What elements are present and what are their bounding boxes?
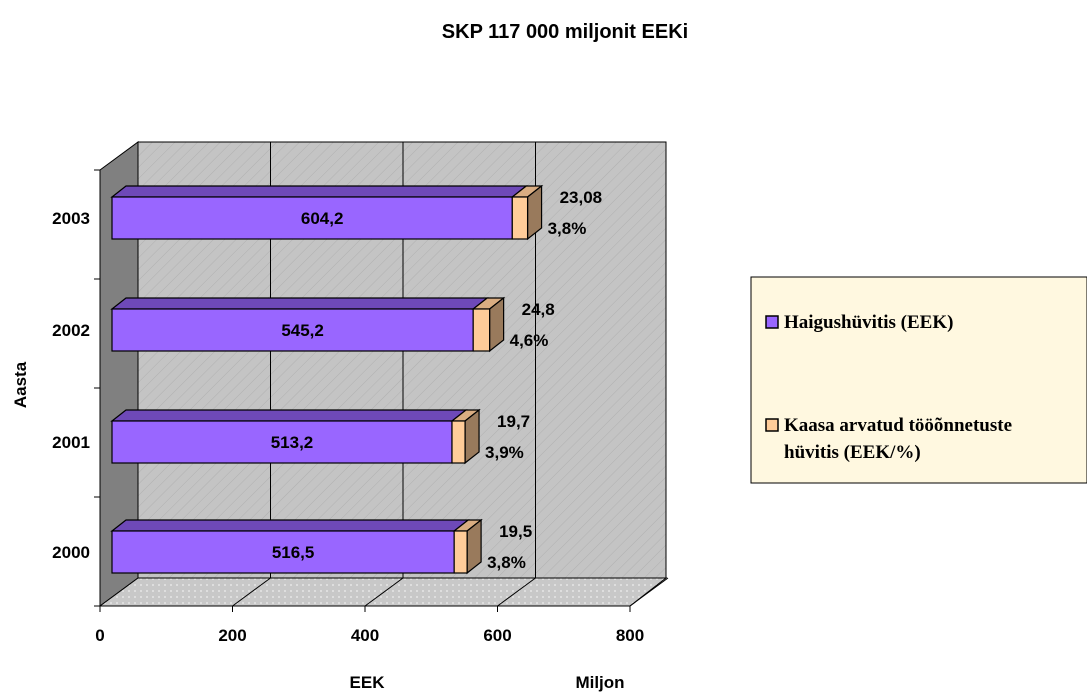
x-tick-label: 800 [616, 626, 644, 645]
floor-grid-line [629, 577, 669, 607]
y-tick-label: 2003 [52, 209, 90, 228]
bar-tooonnetus [511, 196, 529, 240]
y-tick-label: 2002 [52, 321, 90, 340]
y-axis-title: Aasta [11, 361, 30, 408]
data-label-tooonnetus-percent: 3,8% [548, 219, 587, 238]
data-label-tooonnetus-value: 19,7 [497, 412, 530, 431]
y-tick-label: 2000 [52, 543, 90, 562]
data-label-tooonnetus-value: 23,08 [560, 188, 603, 207]
floor-grid-line [497, 577, 536, 607]
y-tick-label: 2001 [52, 433, 90, 452]
bar-tooonnetus [451, 420, 466, 464]
x-axis-title: EEK [350, 673, 386, 692]
data-label-haigushuvitis: 513,2 [271, 433, 314, 452]
bars [110, 184, 544, 575]
x-tick-label: 200 [218, 626, 246, 645]
data-label-haigushuvitis: 545,2 [281, 321, 324, 340]
data-label-tooonnetus-percent: 4,6% [510, 331, 549, 350]
x-tick-label: 600 [483, 626, 511, 645]
bar-tooonnetus [453, 530, 468, 574]
bar-top-haigushuvitis [110, 297, 489, 310]
floor-grid-line [232, 577, 271, 607]
legend-box [750, 276, 1087, 484]
x-axis-unit: Miljon [575, 673, 624, 692]
data-label-tooonnetus-value: 24,8 [522, 300, 555, 319]
legend-label-2b: hüvitis (EEK/%) [784, 442, 921, 463]
data-label-haigushuvitis: 604,2 [301, 209, 344, 228]
bar-top-haigushuvitis [110, 409, 468, 422]
bar-top-haigushuvitis [110, 185, 529, 198]
legend-swatch-1 [765, 315, 779, 329]
data-label-tooonnetus-percent: 3,9% [485, 443, 524, 462]
bar-tooonnetus [472, 308, 491, 352]
axis-ticks: 0 200 400 600 800 2000 2001 2002 2003 [52, 169, 644, 645]
data-label-tooonnetus-value: 19,5 [499, 522, 532, 541]
data-label-haigushuvitis: 516,5 [272, 543, 315, 562]
legend-swatch-2 [765, 418, 779, 432]
bar-top-haigushuvitis [110, 519, 470, 532]
legend-label-2a: Kaasa arvatud tööõnnetuste [784, 415, 1012, 436]
x-tick-label: 0 [95, 626, 104, 645]
data-labels: 516,5 19,5 3,8% 513,2 19,7 3,9% 545,2 24,8 4,6% 6… [271, 188, 602, 572]
legend: Haigushüvitis (EEK) Kaasa arvatud tööõnn… [750, 276, 1087, 484]
data-label-tooonnetus-percent: 3,8% [487, 553, 526, 572]
floor [98, 577, 668, 607]
x-tick-label: 400 [351, 626, 379, 645]
floor-grid-line [364, 577, 404, 607]
chart-title: SKP 117 000 miljonit EEKi [442, 21, 688, 43]
legend-label-1: Haigushüvitis (EEK) [784, 312, 953, 333]
